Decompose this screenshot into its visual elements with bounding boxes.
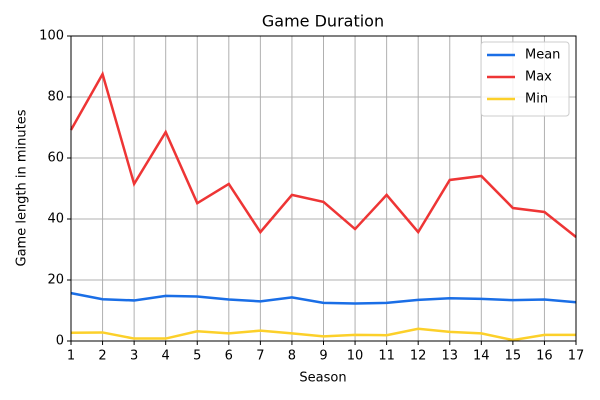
x-tick-label: 3 <box>130 349 138 364</box>
x-tick-label: 10 <box>347 349 364 364</box>
y-tick-label: 20 <box>47 273 64 288</box>
legend-label: Max <box>525 70 552 85</box>
chart-title: Game Duration <box>262 12 384 31</box>
y-tick-label: 40 <box>47 212 64 227</box>
series-line <box>70 327 576 342</box>
series-line <box>70 291 577 305</box>
x-tick-label: 2 <box>98 349 106 364</box>
x-tick-label: 9 <box>319 349 327 364</box>
x-tick-label: 5 <box>193 349 201 364</box>
x-tick-label: 6 <box>225 349 233 364</box>
x-tick-label: 11 <box>378 349 395 364</box>
legend-label: Min <box>525 92 548 107</box>
legend-box <box>480 41 570 117</box>
x-tick-label: 16 <box>536 349 553 364</box>
x-tick-label: 8 <box>288 349 296 364</box>
series-line <box>69 70 577 238</box>
x-tick-label: 4 <box>162 349 170 364</box>
x-axis-label: Season <box>299 371 346 386</box>
x-tick-label: 1 <box>67 349 75 364</box>
y-tick-label: 60 <box>47 151 64 166</box>
legend: Mean Max Min <box>480 41 570 117</box>
y-tick-label: 0 <box>56 334 64 349</box>
x-tick-label: 17 <box>568 349 585 364</box>
x-tick-label: 12 <box>410 349 427 364</box>
legend-label: Mean <box>525 48 560 63</box>
y-axis-label: Game length in minutes <box>15 109 30 266</box>
plot-frame <box>70 35 577 342</box>
x-tick-label: 13 <box>441 349 458 364</box>
x-tick-label: 7 <box>256 349 264 364</box>
x-tick-label: 14 <box>473 349 490 364</box>
y-tick-label: 80 <box>47 90 64 105</box>
x-tick-label: 15 <box>505 349 522 364</box>
y-tick-label: 100 <box>39 29 64 44</box>
